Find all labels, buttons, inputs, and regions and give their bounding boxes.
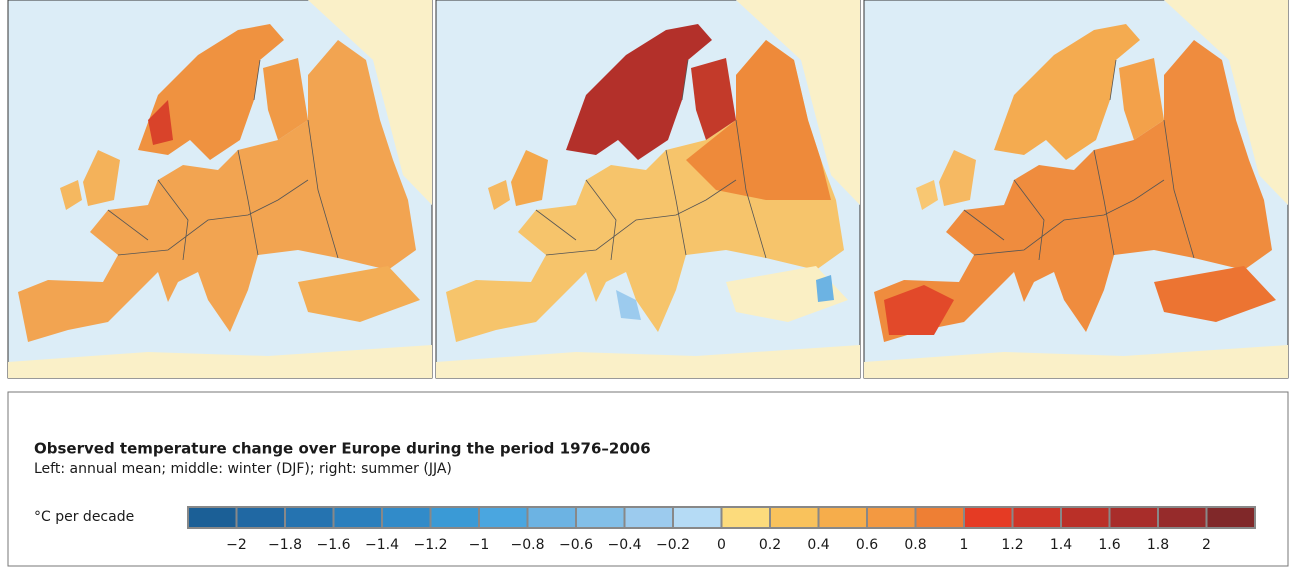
tick-label: 1.6 (1098, 537, 1120, 553)
tick-label: −0.2 (656, 537, 690, 553)
color-swatch (964, 507, 1013, 528)
tick-label: −0.6 (559, 537, 593, 553)
color-swatch (1207, 507, 1256, 528)
tick-label: −1.6 (317, 537, 351, 553)
color-swatch (722, 507, 771, 528)
color-swatch (576, 507, 625, 528)
tick-label: 0.6 (856, 537, 878, 553)
color-swatch (1013, 507, 1062, 528)
color-swatch (1110, 507, 1159, 528)
color-swatch (431, 507, 480, 528)
tick-label: −1.8 (268, 537, 302, 553)
tick-label: 1.4 (1050, 537, 1072, 553)
figure-subtitle: Left: annual mean; middle: winter (DJF);… (34, 461, 452, 477)
tick-label: 1.8 (1147, 537, 1169, 553)
color-swatch (528, 507, 577, 528)
color-swatch (673, 507, 722, 528)
legend-frame (8, 392, 1288, 566)
color-swatch (334, 507, 383, 528)
tick-label: 1 (960, 537, 969, 553)
color-swatch (237, 507, 286, 528)
tick-label: 0 (717, 537, 726, 553)
legend-box: Observed temperature change over Europe … (8, 392, 1288, 566)
tick-label: −2 (226, 537, 247, 553)
color-swatch (479, 507, 528, 528)
legend-unit: °C per decade (34, 509, 134, 525)
tick-label: 2 (1202, 537, 1211, 553)
color-swatch (625, 507, 674, 528)
tick-label: 0.4 (807, 537, 829, 553)
color-swatch (867, 507, 916, 528)
tick-label: 0.8 (904, 537, 926, 553)
tick-label: −0.4 (608, 537, 642, 553)
tick-label: −1.4 (365, 537, 399, 553)
tick-label: −0.8 (511, 537, 545, 553)
color-swatch (382, 507, 431, 528)
color-swatch (819, 507, 868, 528)
color-swatch (188, 507, 237, 528)
color-swatch (770, 507, 819, 528)
map-winter (436, 0, 860, 378)
figure-title: Observed temperature change over Europe … (34, 440, 651, 458)
color-swatch (1061, 507, 1110, 528)
tick-label: −1.2 (414, 537, 448, 553)
color-swatch (285, 507, 334, 528)
tick-label: 1.2 (1001, 537, 1023, 553)
tick-label: −1 (469, 537, 490, 553)
color-swatch (1158, 507, 1207, 528)
figure: Observed temperature change over Europe … (0, 0, 1291, 572)
tick-label: 0.2 (759, 537, 781, 553)
map-annual (8, 0, 432, 378)
map-summer (864, 0, 1288, 378)
color-swatch (916, 507, 965, 528)
